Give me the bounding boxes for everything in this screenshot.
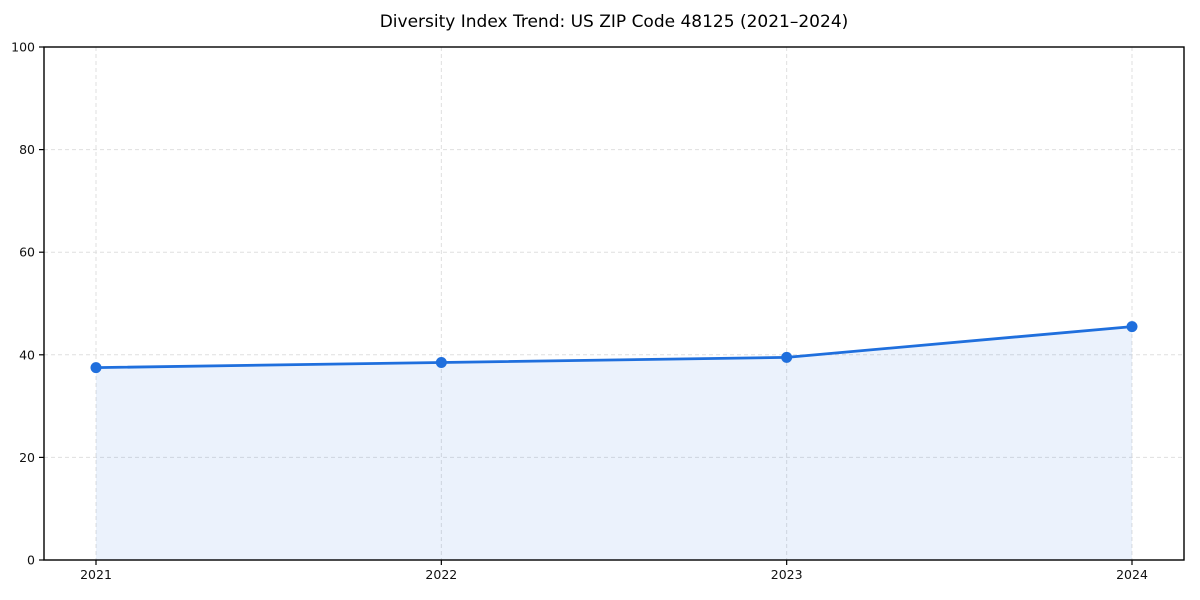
area-fill (96, 326, 1132, 560)
y-tick-label: 80 (19, 142, 35, 157)
y-tick-label: 0 (27, 553, 35, 568)
plot-border (43, 46, 1185, 561)
data-point-2024 (1126, 321, 1138, 333)
trend-line (94, 325, 1134, 370)
x-tick-label: 2024 (1116, 567, 1148, 582)
data-point-2023 (781, 351, 793, 363)
x-tick-label: 2023 (771, 567, 803, 582)
data-point-2022 (435, 356, 447, 368)
y-tick-label: 100 (11, 40, 35, 55)
chart-title: Diversity Index Trend: US ZIP Code 48125… (379, 12, 849, 32)
y-tick-label: 20 (19, 450, 35, 465)
x-tick-label: 2022 (425, 567, 457, 582)
x-tick-label: 2021 (80, 567, 112, 582)
y-tick-label: 60 (19, 245, 35, 260)
data-point-2021 (90, 362, 102, 374)
y-tick-label: 40 (19, 347, 35, 362)
